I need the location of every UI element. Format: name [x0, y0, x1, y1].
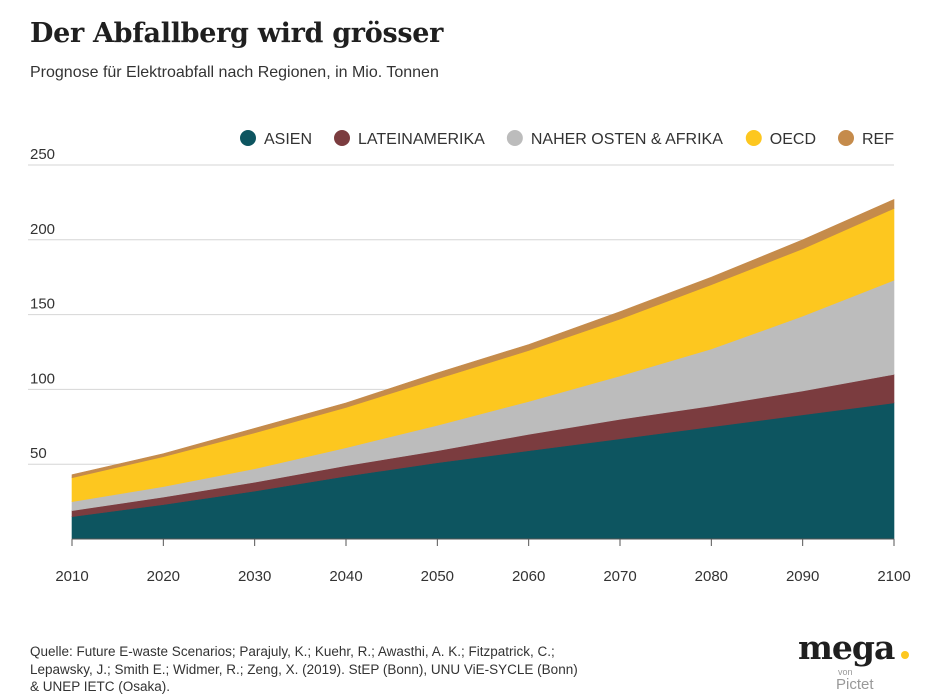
brand-logo-dot	[901, 651, 909, 659]
legend-swatch-oecd	[745, 130, 762, 146]
x-tick-label: 2020	[147, 568, 180, 585]
legend: ASIEN LATEINAMERIKA NAHER OSTEN & AFRIKA OE…	[239, 130, 894, 148]
x-tick-label: 2080	[695, 568, 728, 585]
x-tick-label: 2040	[329, 568, 362, 585]
y-tick-label: 50	[30, 445, 47, 462]
area-layer	[71, 198, 895, 540]
axis-layer: 50 100 150 200 250 2010 2020 2030 2040 2050 2060 20…	[30, 146, 911, 585]
y-tick-label: 150	[30, 296, 55, 313]
area-ref	[71, 198, 895, 479]
brand-logo: mega	[798, 628, 895, 667]
x-tick-label: 2070	[603, 568, 636, 585]
legend-swatch-asien	[239, 130, 256, 146]
x-tick-label: 2010	[55, 568, 88, 585]
legend-label-oecd: OECD	[770, 131, 816, 148]
x-tick-label: 2050	[421, 568, 454, 585]
chart-subtitle: Prognose für Elektroabfall nach Regionen…	[30, 64, 439, 81]
chart-title: Der Abfallberg wird grösser	[30, 18, 444, 49]
y-tick-label: 250	[30, 146, 55, 163]
brand-logo-von: von	[838, 667, 853, 677]
legend-label-lateinamerika: LATEINAMERIKA	[358, 131, 485, 148]
legend-label-ref: REF	[862, 131, 894, 148]
legend-swatch-naher-osten-afrika	[506, 130, 523, 146]
source-note: Quelle: Future E-waste Scenarios; Paraju…	[30, 644, 578, 694]
x-tick-label: 2090	[786, 568, 819, 585]
legend-label-asien: ASIEN	[264, 131, 312, 148]
x-tick-label: 2100	[877, 568, 910, 585]
y-tick-label: 100	[30, 370, 55, 387]
x-tick-label: 2060	[512, 568, 545, 585]
legend-label-naher-osten-afrika: NAHER OSTEN & AFRIKA	[531, 131, 723, 148]
x-tick-label: 2030	[238, 568, 271, 585]
y-tick-label: 200	[30, 221, 55, 238]
stacked-area-chart: 50 100 150 200 250 2010 2020 2030 2040 2050 2060 20…	[28, 130, 911, 585]
legend-swatch-lateinamerika	[334, 130, 351, 146]
legend-swatch-ref	[838, 130, 854, 146]
brand-logo-sub: Pictet	[836, 676, 874, 693]
